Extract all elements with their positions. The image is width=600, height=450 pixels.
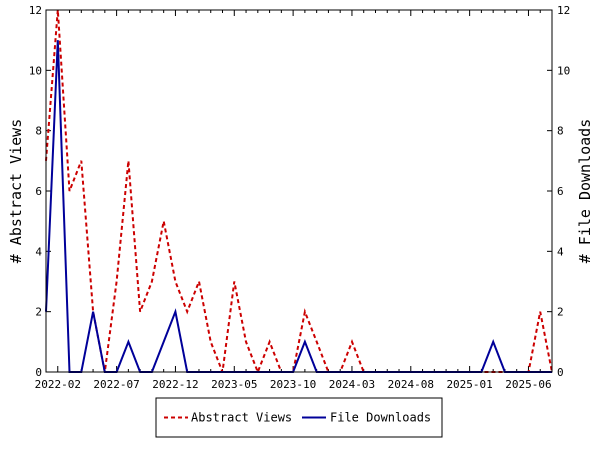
y-tick-label-left: 12 [29, 4, 42, 17]
series-layer [45, 9, 553, 375]
y-tick-label-left: 0 [35, 366, 42, 379]
x-tick-label: 2024-03 [329, 378, 375, 391]
y-tick-label-right: 8 [557, 125, 564, 138]
y-tick-label-left: 4 [35, 245, 42, 258]
legend-label-abstract-views: Abstract Views [191, 411, 292, 425]
y-axis-right-title: # File Downloads [576, 119, 594, 264]
y-tick-label-right: 0 [557, 366, 564, 379]
plot-frame [45, 9, 553, 373]
x-tick-label: 2022-12 [152, 378, 198, 391]
y-axis-left-title: # Abstract Views [7, 119, 25, 264]
y-tick-label-right: 10 [557, 64, 570, 77]
series-line-abstract-views [45, 9, 553, 375]
tick-labels: 0 0 2 2 4 4 6 6 8 8 10 10 12 12 2022-02 2022-07 2022-12 2… [29, 4, 571, 391]
series-line-file-downloads [45, 40, 552, 373]
y-tick-label-right: 6 [557, 185, 564, 198]
axis-ticks [45, 9, 553, 373]
x-tick-label: 2025-06 [505, 378, 551, 391]
x-tick-label: 2024-08 [388, 378, 434, 391]
y-tick-label-left: 10 [29, 64, 42, 77]
y-tick-label-left: 6 [35, 185, 42, 198]
y-tick-label-right: 2 [557, 306, 564, 319]
y-tick-label-left: 2 [35, 306, 42, 319]
y-tick-label-left: 8 [35, 125, 42, 138]
x-tick-label: 2025-01 [446, 378, 492, 391]
x-tick-label: 2023-10 [270, 378, 316, 391]
y-tick-label-right: 4 [557, 245, 564, 258]
legend: Abstract Views File Downloads [155, 397, 443, 438]
legend-box [155, 397, 443, 438]
legend-label-file-downloads: File Downloads [330, 411, 431, 425]
x-tick-label: 2022-07 [93, 378, 139, 391]
x-tick-label: 2022-02 [35, 378, 81, 391]
y-tick-label-right: 12 [557, 4, 570, 17]
x-tick-label: 2023-05 [211, 378, 257, 391]
